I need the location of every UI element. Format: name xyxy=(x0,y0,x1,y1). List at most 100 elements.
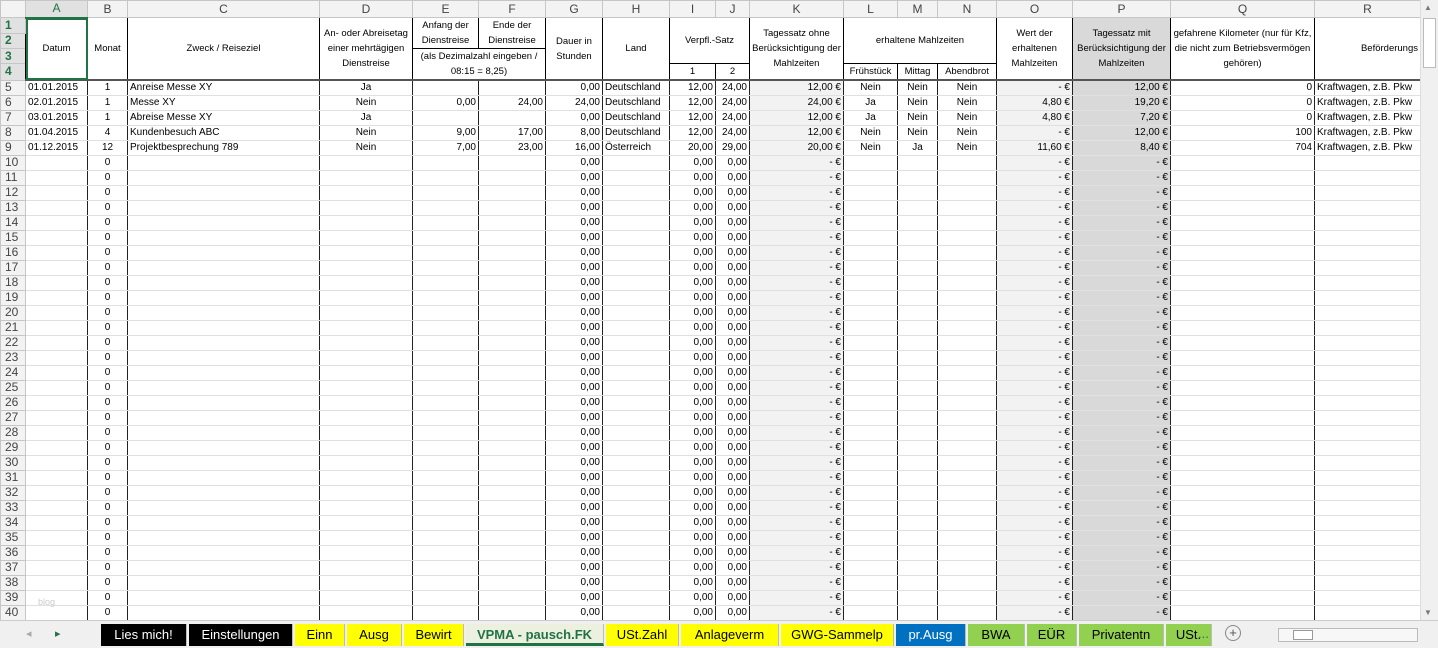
cell-o33[interactable]: - € xyxy=(996,499,1073,516)
cell-h40[interactable] xyxy=(602,604,670,620)
cell-d7[interactable]: Ja xyxy=(319,109,413,126)
cell-d39[interactable] xyxy=(319,589,413,606)
cell-d5[interactable]: Ja xyxy=(319,79,413,96)
cell-j21[interactable]: 0,00 xyxy=(715,319,750,336)
cell-h6[interactable]: Deutschland xyxy=(602,94,670,111)
cell-h39[interactable] xyxy=(602,589,670,606)
cell-q25[interactable] xyxy=(1170,379,1315,396)
cell-k32[interactable]: - € xyxy=(749,484,844,501)
cell-k14[interactable]: - € xyxy=(749,214,844,231)
cell-n40[interactable] xyxy=(937,604,997,620)
cell-k35[interactable]: - € xyxy=(749,529,844,546)
cell-a23[interactable] xyxy=(25,349,88,366)
cell-n39[interactable] xyxy=(937,589,997,606)
cell-p30[interactable]: - € xyxy=(1072,454,1171,471)
cell-i35[interactable]: 0,00 xyxy=(669,529,716,546)
cell-f17[interactable] xyxy=(478,259,546,276)
cell-p7[interactable]: 7,20 € xyxy=(1072,109,1171,126)
cell-o21[interactable]: - € xyxy=(996,319,1073,336)
cell-i6[interactable]: 12,00 xyxy=(669,94,716,111)
cell-k9[interactable]: 20,00 € xyxy=(749,139,844,156)
cell-l21[interactable] xyxy=(843,319,898,336)
cell-n10[interactable] xyxy=(937,154,997,171)
cell-j31[interactable]: 0,00 xyxy=(715,469,750,486)
cell-l12[interactable] xyxy=(843,184,898,201)
cell-n25[interactable] xyxy=(937,379,997,396)
cell-j6[interactable]: 24,00 xyxy=(715,94,750,111)
cell-g38[interactable]: 0,00 xyxy=(545,574,603,591)
cell-b27[interactable]: 0 xyxy=(87,409,128,426)
cell-e21[interactable] xyxy=(412,319,479,336)
cell-n19[interactable] xyxy=(937,289,997,306)
cell-m11[interactable] xyxy=(897,169,938,186)
cell-d16[interactable] xyxy=(319,244,413,261)
header-tagessatz-ohne[interactable]: Tagessatz ohne Berücksichtigung der Mahl… xyxy=(749,17,844,81)
cell-h7[interactable]: Deutschland xyxy=(602,109,670,126)
cell-i20[interactable]: 0,00 xyxy=(669,304,716,321)
cell-d15[interactable] xyxy=(319,229,413,246)
cell-e38[interactable] xyxy=(412,574,479,591)
cell-f21[interactable] xyxy=(478,319,546,336)
cell-l7[interactable]: Ja xyxy=(843,109,898,126)
header-anfang[interactable]: Anfang der Dienstreise xyxy=(412,17,479,49)
cell-p39[interactable]: - € xyxy=(1072,589,1171,606)
cell-o10[interactable]: - € xyxy=(996,154,1073,171)
column-header-d[interactable]: D xyxy=(319,0,413,18)
cell-r19[interactable] xyxy=(1314,289,1420,306)
cell-g20[interactable]: 0,00 xyxy=(545,304,603,321)
header-mittag[interactable]: Mittag xyxy=(897,63,938,81)
column-header-r[interactable]: R xyxy=(1314,0,1420,18)
cell-o37[interactable]: - € xyxy=(996,559,1073,576)
cell-f13[interactable] xyxy=(478,199,546,216)
cell-q18[interactable] xyxy=(1170,274,1315,291)
cell-l9[interactable]: Nein xyxy=(843,139,898,156)
row-header-33[interactable]: 33 xyxy=(0,499,26,516)
next-sheet-icon[interactable]: ▸ xyxy=(55,628,61,640)
row-header-22[interactable]: 22 xyxy=(0,334,26,351)
cell-i36[interactable]: 0,00 xyxy=(669,544,716,561)
header-verpfl-1[interactable]: 1 xyxy=(669,63,716,81)
cell-q29[interactable] xyxy=(1170,439,1315,456)
cell-n8[interactable]: Nein xyxy=(937,124,997,141)
cell-f28[interactable] xyxy=(478,424,546,441)
cell-k16[interactable]: - € xyxy=(749,244,844,261)
cell-b32[interactable]: 0 xyxy=(87,484,128,501)
cell-c10[interactable] xyxy=(127,154,320,171)
sheet-tab-ausg[interactable]: Ausg xyxy=(347,624,402,646)
row-header-7[interactable]: 7 xyxy=(0,109,26,126)
cell-q7[interactable]: 0 xyxy=(1170,109,1315,126)
cell-c14[interactable] xyxy=(127,214,320,231)
cell-p9[interactable]: 8,40 € xyxy=(1072,139,1171,156)
column-header-p[interactable]: P xyxy=(1072,0,1171,18)
cell-l32[interactable] xyxy=(843,484,898,501)
cell-g12[interactable]: 0,00 xyxy=(545,184,603,201)
cell-r5[interactable]: Kraftwagen, z.B. Pkw xyxy=(1314,79,1420,96)
header-abendbrot[interactable]: Abendbrot xyxy=(937,63,997,81)
cell-a36[interactable] xyxy=(25,544,88,561)
row-header-4[interactable]: 4 xyxy=(0,63,26,81)
cell-d20[interactable] xyxy=(319,304,413,321)
cell-c17[interactable] xyxy=(127,259,320,276)
cell-i9[interactable]: 20,00 xyxy=(669,139,716,156)
row-header-8[interactable]: 8 xyxy=(0,124,26,141)
cell-h27[interactable] xyxy=(602,409,670,426)
cell-i8[interactable]: 12,00 xyxy=(669,124,716,141)
cell-h9[interactable]: Österreich xyxy=(602,139,670,156)
cell-c32[interactable] xyxy=(127,484,320,501)
sheet-tab-einn[interactable]: Einn xyxy=(295,624,345,646)
cell-h20[interactable] xyxy=(602,304,670,321)
cell-d38[interactable] xyxy=(319,574,413,591)
cell-a35[interactable] xyxy=(25,529,88,546)
cell-a19[interactable] xyxy=(25,289,88,306)
cell-p40[interactable]: - € xyxy=(1072,604,1171,620)
cell-r29[interactable] xyxy=(1314,439,1420,456)
cell-c31[interactable] xyxy=(127,469,320,486)
cell-q39[interactable] xyxy=(1170,589,1315,606)
cell-e29[interactable] xyxy=(412,439,479,456)
cell-h25[interactable] xyxy=(602,379,670,396)
cell-i16[interactable]: 0,00 xyxy=(669,244,716,261)
cell-c39[interactable] xyxy=(127,589,320,606)
cell-k23[interactable]: - € xyxy=(749,349,844,366)
cell-i12[interactable]: 0,00 xyxy=(669,184,716,201)
cell-a38[interactable] xyxy=(25,574,88,591)
